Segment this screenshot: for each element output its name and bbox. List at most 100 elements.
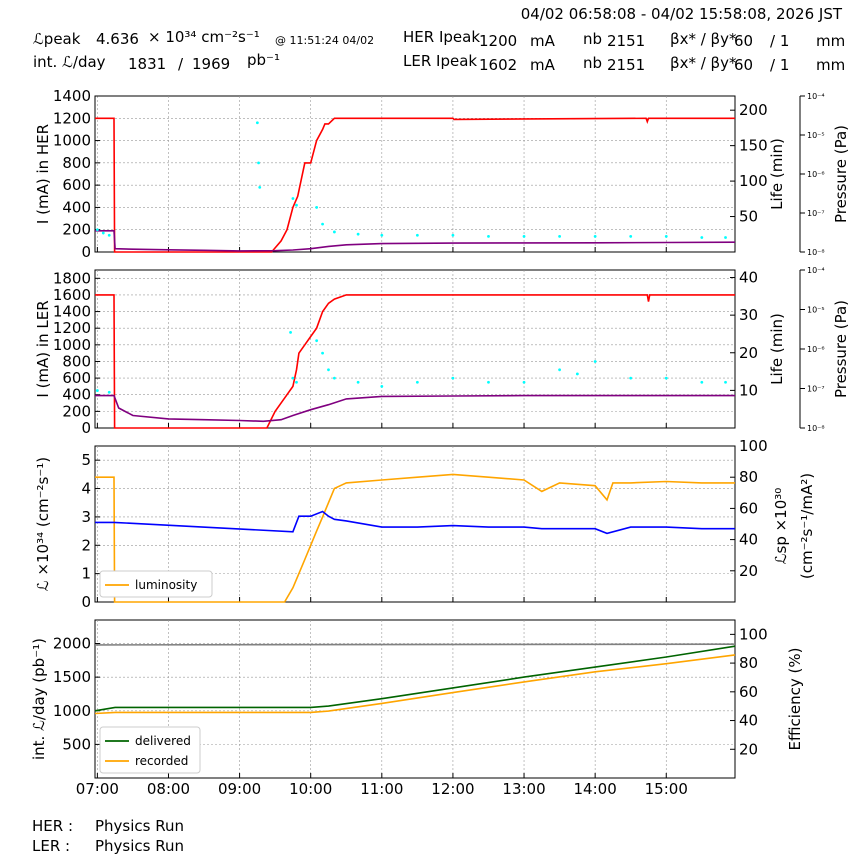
footer-her-status: Physics Run: [95, 817, 185, 835]
data-point: [327, 368, 330, 372]
data-point: [95, 389, 99, 392]
y-tick-label: 1200: [53, 319, 91, 337]
data-point: [258, 185, 262, 189]
her-ipeak-label: HER Ipeak: [403, 28, 480, 46]
y2-tick-label: 200: [739, 101, 768, 119]
y2-axis-label: ℒsp ×10³⁰: [772, 488, 790, 565]
y-tick-label: 800: [62, 154, 91, 172]
y3-tick-label: 10⁻⁷: [807, 385, 825, 394]
series-red-line: [95, 117, 735, 253]
y-tick-label: 0: [81, 243, 91, 261]
y2-axis-label: Life (min): [768, 313, 786, 385]
data-point: [257, 161, 260, 165]
y-tick-label: 200: [62, 402, 91, 420]
legend-label-luminosity: luminosity: [135, 578, 197, 592]
y2-tick-label: 100: [739, 172, 768, 190]
ler-ipeak-value: 1602: [479, 56, 518, 74]
y3-tick-label: 10⁻⁵: [807, 131, 825, 140]
x-tick-label: 07:00: [76, 780, 119, 798]
y3-tick-label: 10⁻⁶: [807, 170, 825, 179]
y-tick-label: 1400: [53, 303, 91, 321]
y2-tick-label: 80: [739, 654, 758, 672]
series-gray-line: [94, 643, 736, 646]
data-point: [289, 330, 292, 334]
series-cyan-points: [95, 330, 727, 394]
panel-1: [94, 95, 805, 253]
y2-tick-label: 60: [739, 683, 758, 701]
her-beta-unit: mm: [816, 32, 846, 50]
y3-tick-label: 10⁻⁸: [807, 424, 825, 433]
y3-tick-label: 10⁻⁴: [807, 266, 825, 275]
data-point: [295, 380, 298, 384]
y3-tick-label: 10⁻⁴: [807, 92, 825, 101]
data-point: [451, 233, 455, 237]
data-point: [315, 206, 319, 209]
data-point: [295, 203, 298, 207]
y2-tick-label: 20: [739, 562, 758, 580]
y-axis-label: I (mA) in LER: [34, 300, 52, 397]
y-tick-label: 400: [62, 198, 91, 216]
y2-tick-label: 20: [739, 344, 758, 362]
int-lumi-delivered: 1831: [128, 55, 167, 73]
series-blue-line: [95, 510, 735, 535]
y3-tick-label: 10⁻⁶: [807, 345, 825, 354]
int-lumi-unit: pb⁻¹: [247, 51, 280, 69]
y-tick-label: 3: [81, 508, 91, 526]
y2-tick-label: 40: [739, 269, 758, 287]
y3-tick-label: 10⁻⁸: [807, 248, 825, 257]
data-point: [575, 372, 579, 376]
y3-axis-label: Pressure (Pa): [832, 300, 850, 398]
her-beta-label: βx* / βy*: [670, 30, 737, 48]
panel-4: [94, 619, 736, 779]
her-ipeak-unit: mA: [530, 32, 555, 50]
data-point: [487, 235, 490, 238]
data-point: [101, 231, 105, 235]
data-point: [380, 385, 384, 388]
data-point: [333, 230, 336, 234]
data-point: [664, 376, 668, 380]
panel-2: [94, 269, 805, 429]
data-point: [356, 380, 360, 384]
data-point: [558, 368, 561, 372]
y2-axis-label-2: (cm⁻²s⁻¹/mA²): [798, 473, 816, 579]
x-tick-label: 11:00: [360, 780, 403, 798]
data-point: [321, 351, 324, 355]
ler-ipeak-label: LER Ipeak: [403, 52, 478, 70]
panel-3: [94, 445, 736, 603]
y2-tick-label: 60: [739, 499, 758, 517]
y2-tick-label: 100: [739, 625, 768, 643]
y-tick-label: 500: [62, 735, 91, 753]
y2-tick-label: 150: [739, 137, 768, 155]
data-point: [593, 235, 597, 238]
her-ipeak-value: 1200: [479, 32, 518, 50]
y3-tick-label: 10⁻⁵: [807, 306, 825, 315]
y-tick-label: 1600: [53, 286, 91, 304]
y2-tick-label: 50: [739, 208, 758, 226]
data-point: [487, 380, 490, 384]
data-point: [724, 380, 727, 384]
data-point: [724, 236, 727, 239]
series-luminosity-line: [95, 473, 735, 603]
her-beta-y: / 1: [770, 32, 790, 50]
data-point: [333, 376, 336, 380]
footer-ler-label: LER :: [32, 837, 71, 855]
legend-label-recorded: recorded: [135, 754, 188, 768]
legend-box: [99, 570, 213, 598]
ler-beta-unit: mm: [816, 56, 846, 74]
panel-frame: [94, 619, 736, 779]
y-tick-label: 1500: [53, 668, 91, 686]
data-point: [664, 235, 668, 238]
series-purple-line: [95, 394, 735, 423]
lpeak-label: ℒpeak: [33, 30, 81, 48]
data-point: [315, 339, 319, 343]
data-point: [522, 235, 526, 238]
int-lumi-sep: /: [178, 55, 184, 73]
footer-her-label: HER :: [32, 817, 74, 835]
y2-tick-label: 10: [739, 381, 758, 399]
y2-tick-label: 20: [739, 740, 758, 758]
y-tick-label: 1: [81, 565, 91, 583]
x-tick-label: 13:00: [502, 780, 545, 798]
x-tick-label: 09:00: [218, 780, 261, 798]
int-lumi-recorded: 1969: [192, 55, 231, 73]
y-tick-label: 0: [81, 419, 91, 437]
